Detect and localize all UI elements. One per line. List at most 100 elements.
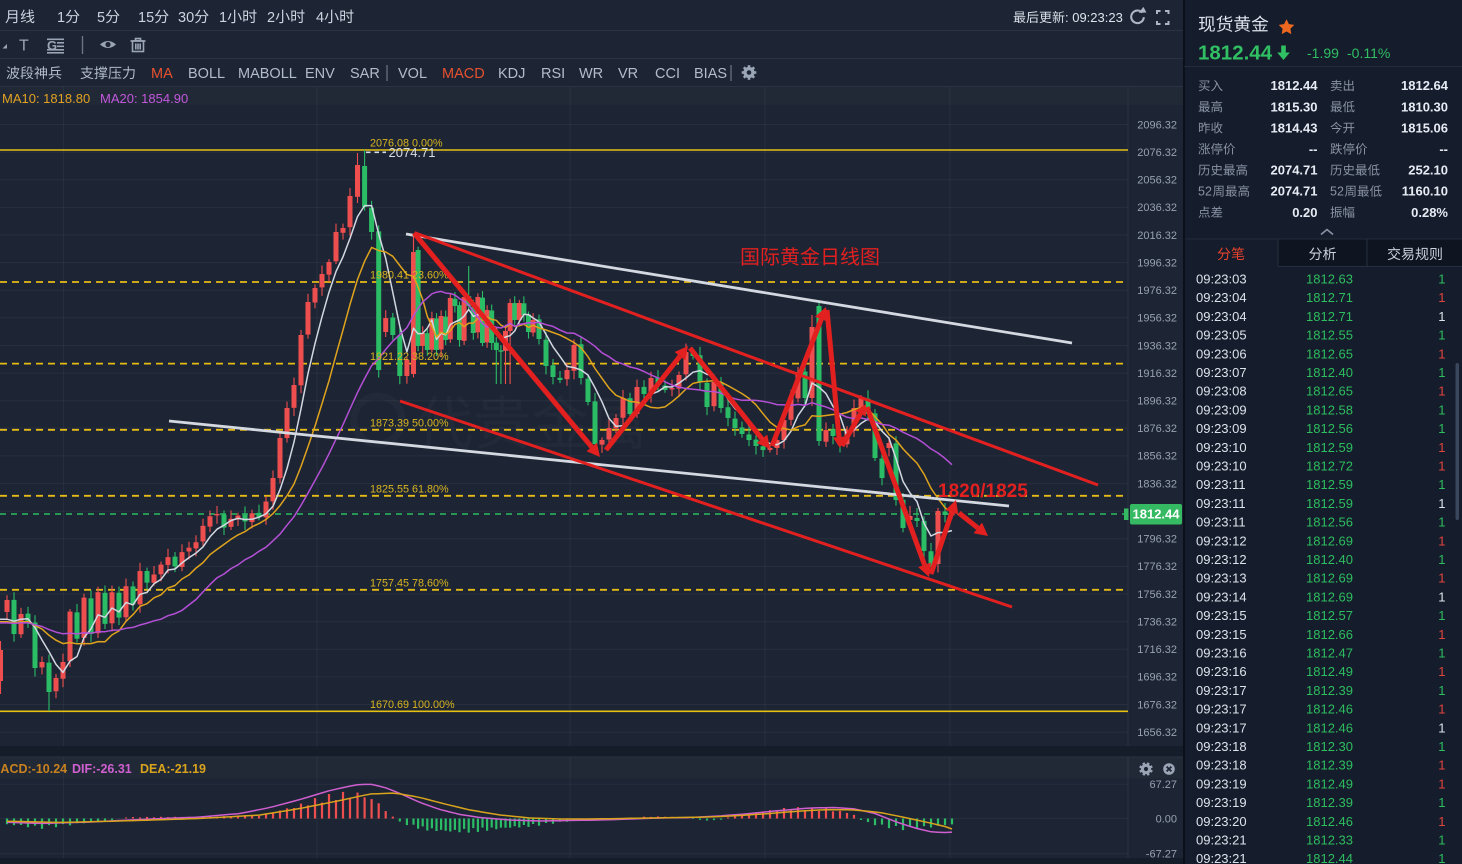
svg-text:67.27: 67.27 bbox=[1149, 779, 1177, 791]
svg-text:1812.40: 1812.40 bbox=[1306, 365, 1353, 380]
svg-text:1856.32: 1856.32 bbox=[1137, 451, 1177, 463]
svg-text:T: T bbox=[19, 38, 29, 55]
svg-text:1: 1 bbox=[1438, 384, 1445, 399]
svg-text:2076.08 0.00%: 2076.08 0.00% bbox=[370, 138, 443, 150]
svg-text:1916.32: 1916.32 bbox=[1137, 368, 1177, 380]
svg-text:09:23:07: 09:23:07 bbox=[1196, 365, 1247, 380]
svg-text:1812.57: 1812.57 bbox=[1306, 608, 1353, 623]
svg-text:2: 2 bbox=[267, 10, 275, 26]
svg-text:1: 1 bbox=[1438, 440, 1445, 455]
svg-text:VOL: VOL bbox=[398, 66, 427, 82]
svg-text:1896.32: 1896.32 bbox=[1137, 396, 1177, 408]
svg-text:1812.59: 1812.59 bbox=[1306, 440, 1353, 455]
svg-text:1812.30: 1812.30 bbox=[1306, 739, 1353, 754]
svg-text:09:23:21: 09:23:21 bbox=[1196, 851, 1247, 864]
svg-text:09:23:19: 09:23:19 bbox=[1196, 776, 1247, 791]
svg-text:09:23:12: 09:23:12 bbox=[1196, 552, 1247, 567]
svg-text:1812.56: 1812.56 bbox=[1306, 515, 1353, 530]
svg-text:1812.59: 1812.59 bbox=[1306, 496, 1353, 511]
svg-text:MACD: MACD bbox=[442, 66, 485, 82]
svg-text:1: 1 bbox=[1438, 496, 1445, 511]
svg-text:1812.46: 1812.46 bbox=[1306, 814, 1353, 829]
svg-text:MACD:-10.24: MACD:-10.24 bbox=[0, 762, 67, 776]
svg-text:1812.44: 1812.44 bbox=[1306, 851, 1353, 864]
svg-text:1812.65: 1812.65 bbox=[1306, 384, 1353, 399]
svg-text:1: 1 bbox=[1438, 776, 1445, 791]
svg-text:--: -- bbox=[1309, 142, 1318, 157]
svg-text:1812.56: 1812.56 bbox=[1306, 421, 1353, 436]
svg-text:09:23:17: 09:23:17 bbox=[1196, 720, 1247, 735]
svg-text:1670.69 100.00%: 1670.69 100.00% bbox=[370, 699, 455, 711]
svg-text:1: 1 bbox=[1438, 664, 1445, 679]
svg-text:09:23:10: 09:23:10 bbox=[1196, 459, 1247, 474]
svg-text:1: 1 bbox=[1438, 702, 1445, 717]
svg-text:--: -- bbox=[1439, 142, 1448, 157]
svg-text:ENV: ENV bbox=[305, 66, 335, 82]
svg-text:1812.69: 1812.69 bbox=[1306, 589, 1353, 604]
svg-text:1812.71: 1812.71 bbox=[1306, 309, 1353, 324]
svg-text:1812.58: 1812.58 bbox=[1306, 402, 1353, 417]
svg-text:1810.30: 1810.30 bbox=[1401, 99, 1448, 114]
svg-text:1815.06: 1815.06 bbox=[1401, 120, 1448, 135]
svg-text:1812.59: 1812.59 bbox=[1306, 477, 1353, 492]
svg-text:09:23:04: 09:23:04 bbox=[1196, 309, 1247, 324]
svg-text:1873.39 50.00%: 1873.39 50.00% bbox=[370, 417, 449, 429]
svg-text:4: 4 bbox=[316, 10, 324, 26]
svg-text:52: 52 bbox=[1330, 185, 1344, 199]
svg-text:1812.69: 1812.69 bbox=[1306, 533, 1353, 548]
svg-text:5: 5 bbox=[97, 10, 105, 26]
svg-text:KDJ: KDJ bbox=[498, 66, 525, 82]
svg-text:1: 1 bbox=[1438, 459, 1445, 474]
svg-text:1812.47: 1812.47 bbox=[1306, 646, 1353, 661]
svg-text:DIF:-26.31: DIF:-26.31 bbox=[72, 762, 132, 776]
svg-text:09:23:17: 09:23:17 bbox=[1196, 683, 1247, 698]
svg-text:1: 1 bbox=[1438, 795, 1445, 810]
svg-text:1: 1 bbox=[1438, 346, 1445, 361]
svg-text:1820/1825: 1820/1825 bbox=[938, 481, 1028, 502]
svg-text:1812.69: 1812.69 bbox=[1306, 571, 1353, 586]
svg-text:1: 1 bbox=[1438, 608, 1445, 623]
svg-text:09:23:11: 09:23:11 bbox=[1196, 477, 1246, 492]
svg-text:09:23:10: 09:23:10 bbox=[1196, 440, 1247, 455]
svg-text:09:23:16: 09:23:16 bbox=[1196, 664, 1247, 679]
svg-text:1: 1 bbox=[1438, 758, 1445, 773]
svg-text:1: 1 bbox=[1438, 851, 1445, 864]
svg-text:09:23:13: 09:23:13 bbox=[1196, 571, 1247, 586]
svg-text:252.10: 252.10 bbox=[1408, 163, 1448, 178]
svg-text:1815.30: 1815.30 bbox=[1271, 99, 1318, 114]
svg-text:1: 1 bbox=[1438, 646, 1445, 661]
svg-text:1: 1 bbox=[1438, 627, 1445, 642]
svg-text:-0.11%: -0.11% bbox=[1347, 45, 1390, 61]
svg-text:1812.39: 1812.39 bbox=[1306, 683, 1353, 698]
svg-text:1812.63: 1812.63 bbox=[1306, 272, 1353, 287]
svg-text:0.20: 0.20 bbox=[1292, 205, 1317, 220]
svg-text:0.28%: 0.28% bbox=[1411, 205, 1448, 220]
svg-text:BIAS: BIAS bbox=[694, 66, 727, 82]
svg-text:1: 1 bbox=[1438, 814, 1445, 829]
svg-text:1812.72: 1812.72 bbox=[1306, 459, 1353, 474]
svg-text:15: 15 bbox=[138, 10, 154, 26]
svg-text:09:23:18: 09:23:18 bbox=[1196, 739, 1247, 754]
svg-text:2016.32: 2016.32 bbox=[1137, 230, 1177, 242]
svg-text:1756.32: 1756.32 bbox=[1137, 589, 1177, 601]
svg-text:1812.66: 1812.66 bbox=[1306, 627, 1353, 642]
svg-text:1812.49: 1812.49 bbox=[1306, 776, 1353, 791]
svg-text:1: 1 bbox=[1438, 533, 1445, 548]
svg-text:1812.33: 1812.33 bbox=[1306, 833, 1353, 848]
svg-text:1: 1 bbox=[1438, 402, 1445, 417]
svg-text:09:23:19: 09:23:19 bbox=[1196, 795, 1247, 810]
svg-text:1716.32: 1716.32 bbox=[1137, 644, 1177, 656]
svg-text:09:23:09: 09:23:09 bbox=[1196, 421, 1247, 436]
svg-text:1976.32: 1976.32 bbox=[1137, 285, 1177, 297]
svg-text:MA: MA bbox=[151, 66, 173, 82]
svg-text:2074.71: 2074.71 bbox=[1271, 163, 1318, 178]
svg-text:1812.71: 1812.71 bbox=[1306, 290, 1353, 305]
svg-text:1814.43: 1814.43 bbox=[1271, 120, 1318, 135]
svg-text:1676.32: 1676.32 bbox=[1137, 699, 1177, 711]
svg-text:G: G bbox=[47, 38, 57, 53]
svg-text:1936.32: 1936.32 bbox=[1137, 340, 1177, 352]
svg-text:09:23:03: 09:23:03 bbox=[1196, 272, 1247, 287]
svg-text:52: 52 bbox=[1198, 185, 1212, 199]
svg-text:1812.44: 1812.44 bbox=[1271, 78, 1319, 93]
svg-text:09:23:12: 09:23:12 bbox=[1196, 533, 1247, 548]
